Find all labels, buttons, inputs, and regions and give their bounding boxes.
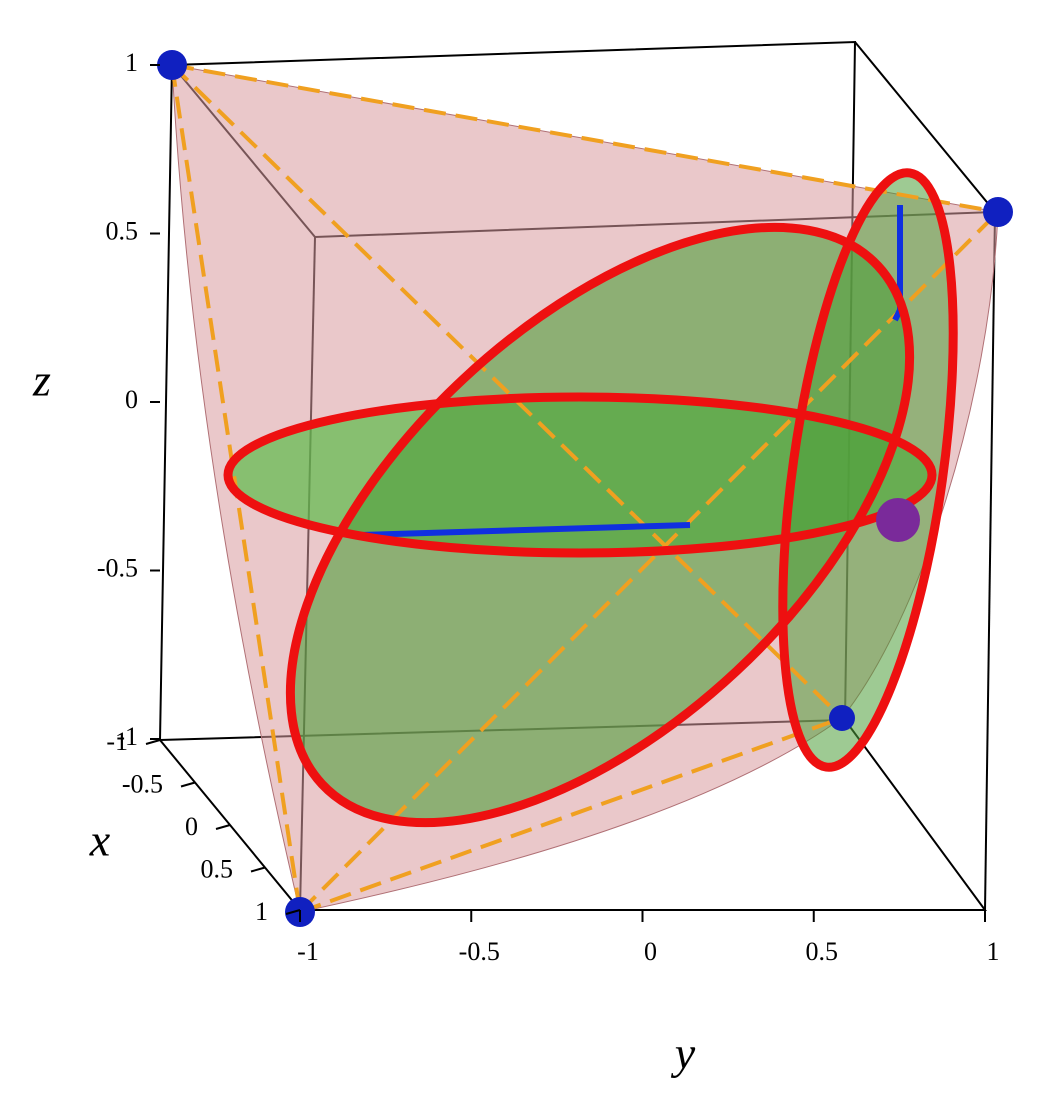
z-tick-label: -1 xyxy=(116,722,138,751)
x-tick-label: -1 xyxy=(106,727,128,756)
y-tick-label: -0.5 xyxy=(459,937,500,966)
x-tick-label: 0.5 xyxy=(201,854,234,883)
x-tick-label: 1 xyxy=(255,897,268,926)
vertices xyxy=(157,50,1013,927)
z-tick-label: 0 xyxy=(125,385,138,414)
x-tick-label: 0 xyxy=(185,812,198,841)
x-axis-label: x xyxy=(89,815,111,866)
y-tick-label: 1 xyxy=(987,937,1000,966)
z-tick-label: 0.5 xyxy=(106,216,139,245)
z-axis-label: z xyxy=(32,355,51,406)
x-tick xyxy=(250,866,266,873)
x-tick xyxy=(285,909,301,915)
x-tick xyxy=(180,781,196,788)
y-tick-label: 0 xyxy=(644,937,657,966)
x-tick xyxy=(145,739,161,745)
x-tick-label: -0.5 xyxy=(122,769,163,798)
surfaces xyxy=(171,64,999,913)
z-tick-label: 1 xyxy=(125,48,138,77)
z-tick-label: -0.5 xyxy=(97,553,138,582)
red-curves xyxy=(223,168,958,828)
x-tick xyxy=(215,824,231,830)
y-axis-label: y xyxy=(671,1028,696,1079)
y-tick-label: -1 xyxy=(297,937,319,966)
y-tick-label: 0.5 xyxy=(806,937,839,966)
